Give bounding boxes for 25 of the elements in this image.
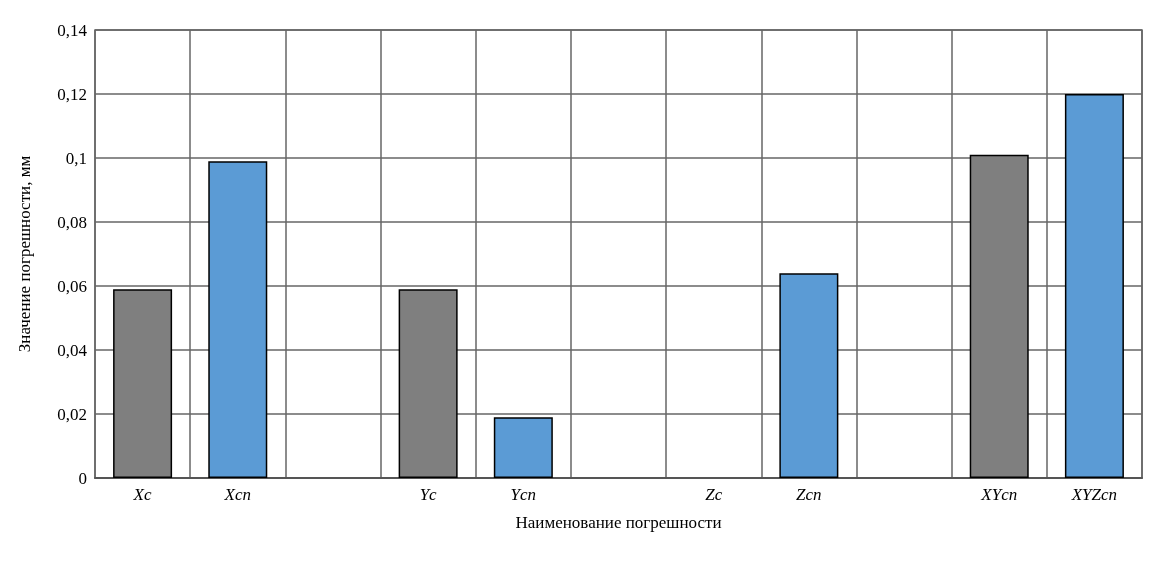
x-tick-label: Xc xyxy=(132,485,153,504)
y-tick-label: 0,08 xyxy=(57,212,87,232)
y-tick-label: 0,12 xyxy=(57,84,87,104)
y-tick-label: 0,04 xyxy=(57,340,88,360)
bar xyxy=(493,417,553,478)
x-tick-label: Zc xyxy=(705,485,723,504)
bar xyxy=(208,161,268,478)
y-axis-title: Значение погрешности, мм xyxy=(15,155,34,353)
x-tick-label: Zcn xyxy=(796,485,822,504)
x-tick-label: XYcn xyxy=(980,485,1018,504)
bar xyxy=(398,289,458,478)
bar xyxy=(779,273,839,478)
x-tick-label: Yc xyxy=(419,485,438,504)
x-tick-label: XYZcn xyxy=(1070,485,1118,504)
x-tick-label: Ycn xyxy=(510,485,537,504)
y-tick-label: 0,06 xyxy=(57,276,87,296)
x-axis-title: Наименование погрешности xyxy=(515,513,722,532)
y-tick-label: 0,02 xyxy=(57,404,87,424)
bar xyxy=(1064,94,1124,478)
y-tick-label: 0,14 xyxy=(57,20,88,40)
x-tick-label: Xcn xyxy=(223,485,251,504)
bar xyxy=(113,289,173,478)
y-tick-label: 0 xyxy=(78,468,87,488)
y-tick-label: 0,1 xyxy=(65,148,87,168)
bar xyxy=(969,154,1029,478)
